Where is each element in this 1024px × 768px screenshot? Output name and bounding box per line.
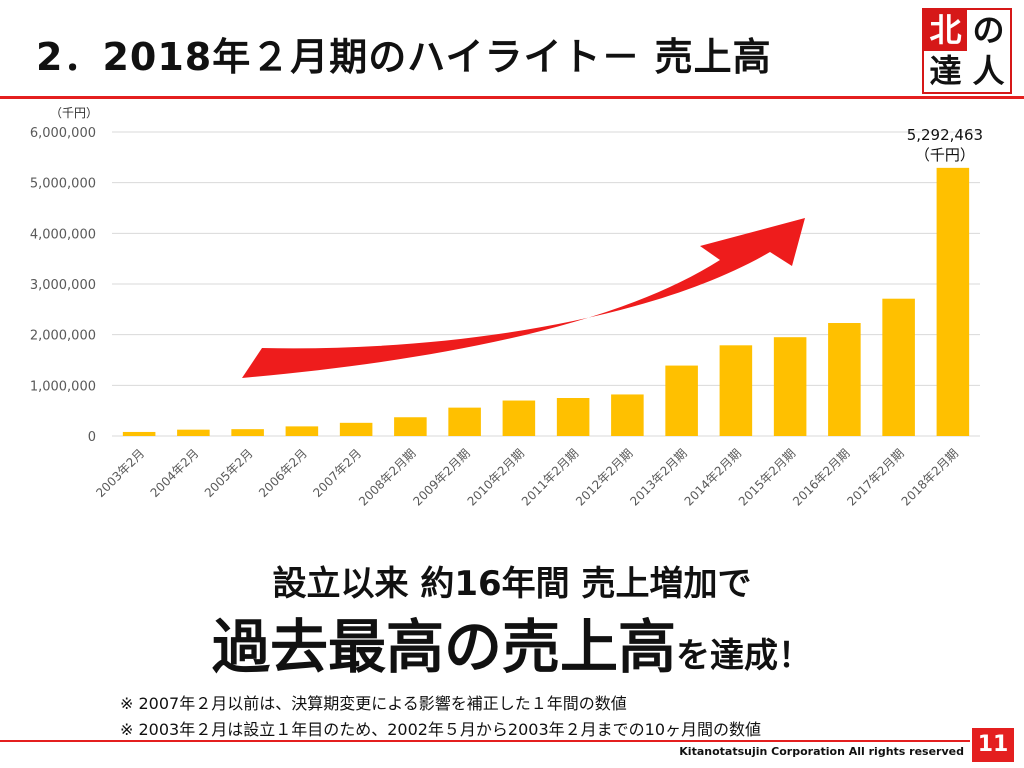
footnote-1: ※ 2007年２月以前は、決算期変更による影響を補正した１年間の数値 — [120, 694, 627, 713]
x-tick-label: 2009年2月期 — [410, 446, 472, 508]
x-tick-label: 2011年2月期 — [519, 446, 581, 508]
logo-char-1: 北 — [924, 10, 967, 51]
x-tick-label: 2006年2月 — [256, 446, 310, 500]
x-tick-label: 2010年2月期 — [465, 446, 527, 508]
bar — [231, 429, 264, 436]
company-logo: 北 の 達 人 — [922, 8, 1012, 94]
footnote-2: ※ 2003年２月は設立１年目のため、2002年５月から2003年２月までの10… — [120, 720, 762, 739]
y-tick-label: 1,000,000 — [30, 379, 96, 394]
logo-char-2: の — [972, 11, 1005, 49]
bar — [882, 298, 915, 436]
x-tick-label: 2015年2月期 — [736, 446, 798, 508]
bar — [936, 167, 970, 436]
page-number: 11 — [972, 728, 1014, 762]
y-tick-label: 2,000,000 — [30, 329, 96, 344]
highlight-unit-label: （千円） — [915, 146, 975, 164]
logo-char-3: 達 — [929, 52, 962, 90]
x-tick-label: 2005年2月 — [202, 446, 256, 500]
headline-line-1: 設立以来 約16年間 売上増加で — [272, 564, 752, 604]
highlight-value-label: 5,292,463 — [907, 126, 983, 144]
copyright-footer: Kitanotatsujin Corporation All rights re… — [679, 745, 964, 758]
bar — [611, 394, 644, 436]
footer-divider — [0, 740, 970, 742]
headline-line-2: 過去最高の売上高を達成！ — [0, 600, 1024, 684]
page-title: 2．2018年２月期のハイライト－ 売上高 — [36, 35, 772, 79]
bar — [502, 400, 536, 436]
x-tick-label: 2018年2月期 — [899, 446, 961, 508]
x-tick-label: 2007年2月 — [310, 446, 364, 500]
bar — [828, 323, 861, 436]
bar — [285, 426, 319, 436]
y-tick-label: 4,000,000 — [30, 227, 96, 242]
sales-bar-chart: 0 1,000,000 2,000,000 3,000,000 4,000,000 5,0… — [30, 106, 983, 509]
title-divider — [0, 96, 1024, 99]
x-tick-label: 2004年2月 — [148, 446, 202, 500]
bar — [394, 417, 427, 436]
headline-emphasis: 過去最高の売上高 — [211, 613, 676, 681]
x-tick-label: 2012年2月期 — [573, 446, 635, 508]
bar — [122, 431, 156, 436]
x-tick-label: 2008年2月期 — [356, 446, 418, 508]
y-tick-label: 3,000,000 — [30, 278, 96, 293]
x-tick-label: 2013年2月期 — [627, 446, 689, 508]
x-tick-label: 2017年2月期 — [844, 446, 906, 508]
growth-arrow-icon — [242, 218, 805, 378]
x-tick-label: 2014年2月期 — [682, 446, 744, 508]
x-tick-label: 2003年2月 — [93, 446, 147, 500]
y-tick-label: 6,000,000 — [30, 126, 96, 141]
headline-suffix: を達成！ — [676, 636, 812, 676]
bar — [556, 398, 590, 436]
y-tick-label: 5,000,000 — [30, 177, 96, 192]
logo-char-4: 人 — [972, 52, 1005, 90]
bar — [665, 365, 698, 436]
bar — [719, 345, 753, 436]
bar — [448, 407, 481, 436]
y-unit-label: （千円） — [50, 106, 98, 120]
y-tick-label: 0 — [88, 430, 96, 445]
bar — [339, 422, 373, 436]
bar — [177, 429, 210, 436]
bar — [773, 337, 807, 436]
x-tick-label: 2016年2月期 — [790, 446, 852, 508]
